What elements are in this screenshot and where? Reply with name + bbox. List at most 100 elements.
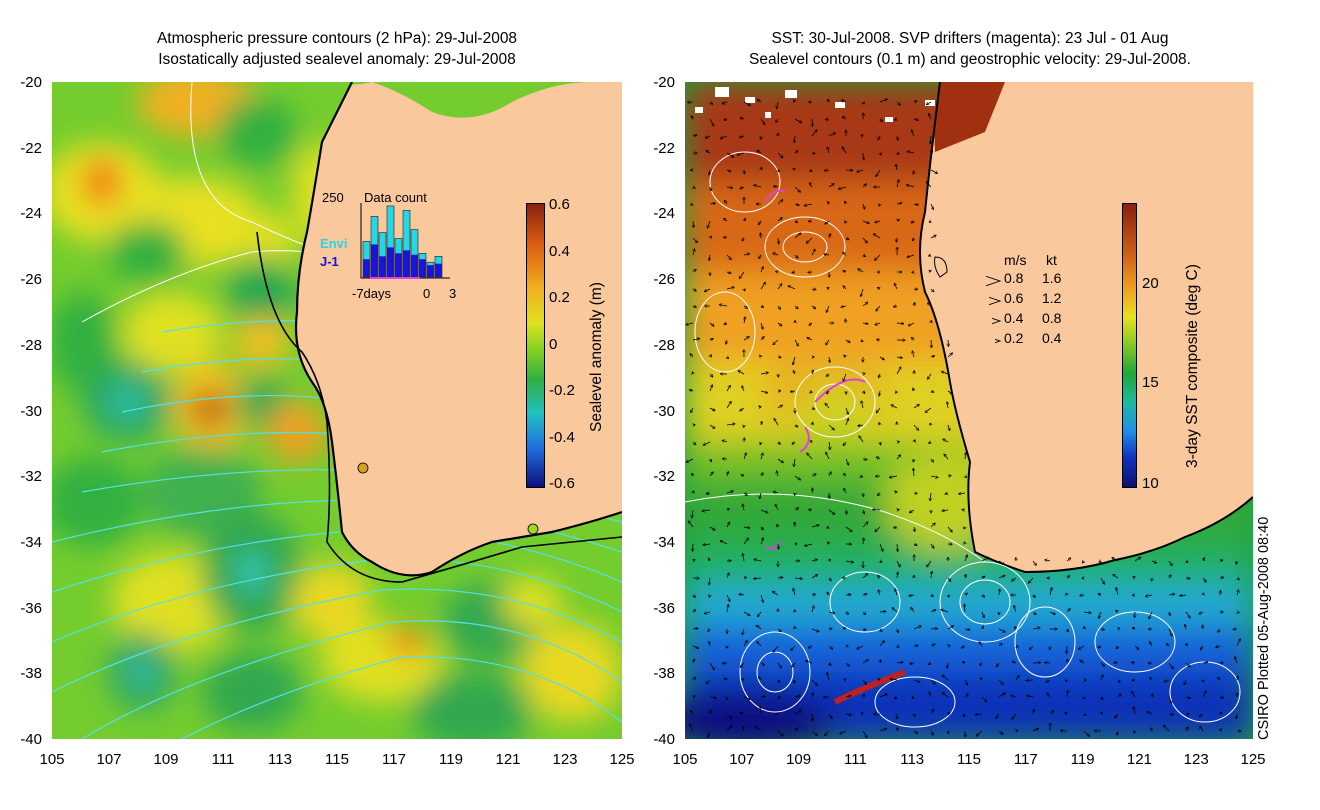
velocity-arrow bbox=[776, 118, 778, 122]
velocity-arrow bbox=[760, 282, 765, 290]
velocity-arrow bbox=[709, 662, 714, 670]
velocity-arrow bbox=[878, 576, 880, 578]
velocity-arrow bbox=[896, 560, 900, 567]
velocity-arrow bbox=[759, 677, 761, 681]
velocity-arrow bbox=[740, 713, 745, 714]
velocity-arrow bbox=[998, 643, 1002, 646]
velocity-arrow bbox=[726, 187, 733, 188]
inset-x-mid: 0 bbox=[423, 286, 431, 301]
velocity-arrow bbox=[1134, 557, 1141, 562]
left-x-tick: 111 bbox=[211, 751, 235, 768]
velocity-arrow bbox=[760, 492, 761, 499]
velocity-arrow bbox=[778, 680, 780, 682]
velocity-arrow bbox=[1116, 588, 1119, 596]
velocity-arrow bbox=[795, 221, 798, 223]
velocity-arrow bbox=[693, 220, 694, 227]
velocity-arrow bbox=[754, 559, 762, 561]
inset-time-marker bbox=[370, 277, 420, 279]
velocity-arrow bbox=[809, 183, 813, 188]
velocity-arrow bbox=[811, 130, 817, 137]
inset-j1-bar bbox=[395, 253, 402, 277]
velocity-arrow bbox=[880, 442, 881, 445]
velocity-arrow bbox=[878, 590, 880, 596]
velocity-arrow bbox=[760, 391, 767, 393]
velocity-arrow bbox=[897, 727, 898, 732]
velocity-arrow bbox=[1216, 646, 1221, 647]
velocity-arrow bbox=[1236, 560, 1237, 564]
velocity-arrow bbox=[1145, 595, 1153, 596]
velocity-arrow bbox=[760, 118, 765, 124]
velocity-arrow bbox=[775, 504, 779, 511]
velocity-arrow bbox=[862, 302, 868, 307]
right-colorbar bbox=[1122, 203, 1137, 488]
right-map bbox=[685, 82, 1253, 739]
inset-j1-label: J-1 bbox=[320, 254, 339, 269]
velocity-arrow bbox=[1185, 662, 1190, 667]
velocity-arrow bbox=[777, 322, 782, 326]
velocity-arrow bbox=[727, 573, 729, 579]
velocity-arrow bbox=[879, 611, 886, 612]
velocity-arrow bbox=[861, 288, 864, 296]
velocity-arrow bbox=[761, 167, 762, 170]
velocity-arrow bbox=[809, 323, 813, 325]
left-x-tick: 109 bbox=[153, 751, 179, 768]
velocity-arrow bbox=[1101, 675, 1103, 681]
velocity-arrow bbox=[811, 679, 817, 685]
velocity-arrow bbox=[846, 612, 848, 614]
velocity-arrow bbox=[979, 663, 982, 665]
velocity-arrow bbox=[948, 713, 950, 714]
velocity-arrow bbox=[894, 283, 898, 290]
left-x-tick: 119 bbox=[439, 751, 463, 768]
velocity-arrow bbox=[913, 119, 918, 120]
velocity-arrow bbox=[909, 595, 915, 596]
velocity-arrow bbox=[759, 406, 761, 408]
velocity-arrow bbox=[794, 100, 795, 102]
velocity-arrow bbox=[927, 373, 932, 379]
velocity-arrow bbox=[845, 221, 846, 223]
velocity-arrow bbox=[843, 628, 846, 629]
velocity-arrow bbox=[761, 453, 763, 460]
velocity-arrow bbox=[1033, 595, 1035, 597]
velocity-arrow bbox=[1082, 561, 1084, 563]
velocity-arrow bbox=[876, 169, 881, 176]
velocity-arrow bbox=[829, 472, 831, 477]
right-colorbar-tick: 15 bbox=[1142, 374, 1159, 391]
velocity-arrow bbox=[976, 730, 983, 736]
velocity-arrow bbox=[878, 373, 880, 378]
velocity-arrow bbox=[706, 151, 711, 153]
velocity-arrow bbox=[845, 339, 850, 343]
velocity-arrow bbox=[929, 663, 931, 664]
velocity-arrow bbox=[845, 526, 852, 532]
velocity-arrow bbox=[738, 371, 745, 375]
velocity-arrow bbox=[794, 204, 799, 205]
velocity-arrow bbox=[896, 367, 901, 375]
velocity-arrow bbox=[1079, 645, 1085, 649]
velocity-arrow bbox=[913, 101, 917, 102]
velocity-arrow bbox=[931, 458, 933, 462]
velocity-arrow bbox=[1169, 611, 1170, 615]
velocity-arrow bbox=[1237, 676, 1238, 681]
velocity-arrow bbox=[709, 424, 715, 428]
velocity-arrow bbox=[913, 204, 918, 205]
velocity-arrow bbox=[1100, 629, 1104, 630]
velocity-arrow bbox=[807, 338, 813, 341]
velocity-arrow bbox=[843, 271, 847, 272]
left-y-tick: -26 bbox=[20, 271, 42, 289]
velocity-arrow bbox=[1235, 657, 1238, 664]
velocity-arrow bbox=[913, 679, 920, 682]
velocity-arrow bbox=[760, 373, 768, 374]
velocity-arrow bbox=[963, 714, 965, 717]
velocity-arrow bbox=[1202, 577, 1206, 582]
velocity-arrow bbox=[1016, 730, 1018, 731]
velocity-arrow bbox=[930, 235, 936, 239]
velocity-arrow bbox=[911, 130, 915, 137]
right-y-tick: -32 bbox=[653, 468, 675, 486]
velocity-arrow bbox=[930, 476, 938, 477]
velocity-arrow bbox=[879, 356, 884, 360]
velocity-arrow bbox=[1015, 627, 1016, 629]
left-colorbar-tick: 0 bbox=[549, 335, 558, 353]
velocity-arrow bbox=[930, 423, 931, 425]
left-x-tick: 123 bbox=[552, 751, 578, 768]
velocity-arrow bbox=[1168, 560, 1172, 566]
velocity-arrow bbox=[844, 355, 846, 357]
